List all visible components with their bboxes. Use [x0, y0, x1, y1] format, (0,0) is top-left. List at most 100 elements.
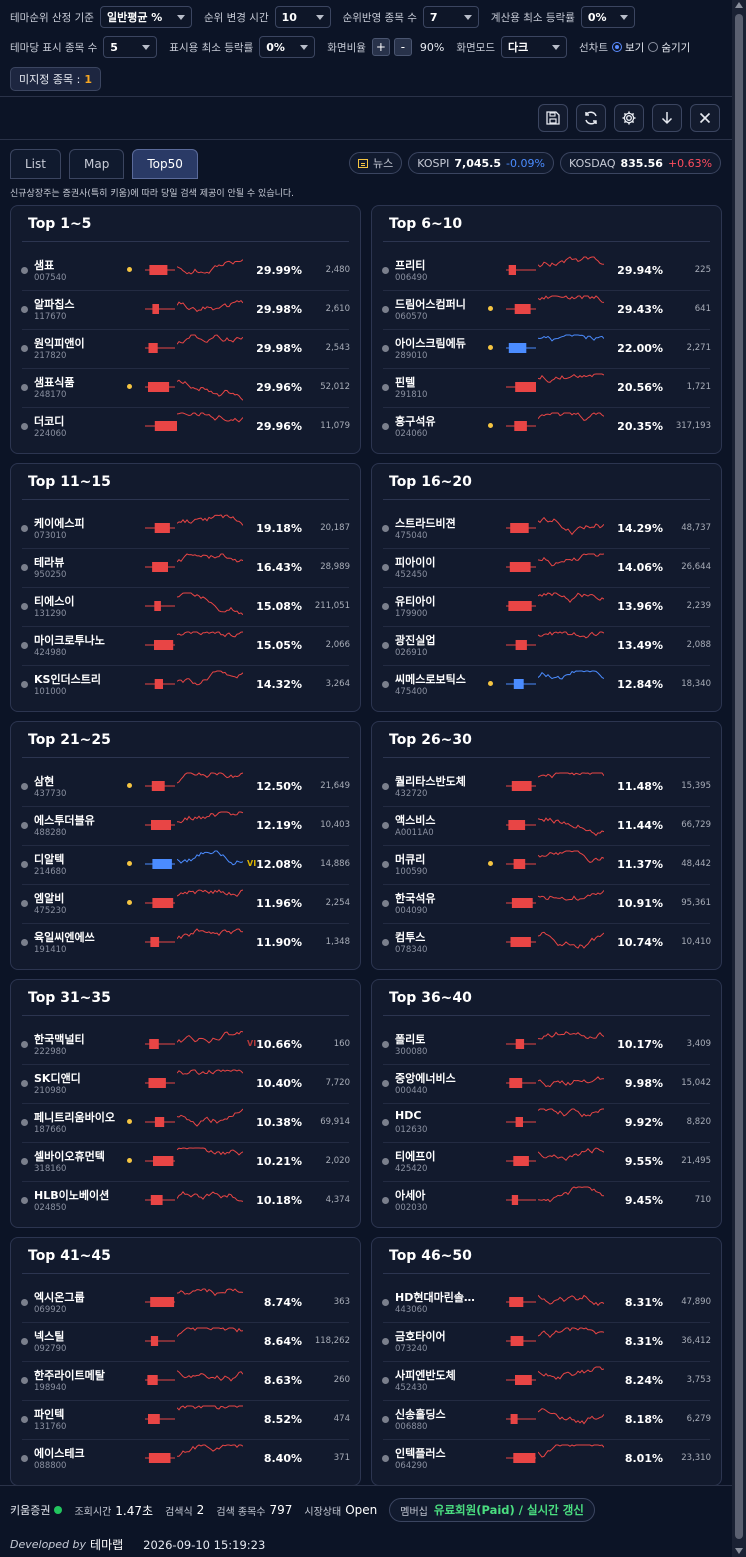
stock-row[interactable]: 중앙에너비스 000440 9.98% 15,042	[372, 1065, 721, 1104]
stock-row[interactable]: 피아이이 452450 14.06% 26,644	[372, 549, 721, 588]
settings-button[interactable]	[614, 104, 644, 132]
stock-row[interactable]: HDC 012630 9.92% 8,820	[372, 1104, 721, 1143]
stock-row[interactable]: 신송홀딩스 006880 8.18% 6,279	[372, 1401, 721, 1440]
stock-name: 한국석유	[395, 892, 436, 905]
stock-row[interactable]: 엠알비 475230 11.96% 2,254	[11, 885, 360, 924]
stock-row[interactable]: 한국석유 004090 10.91% 95,361	[372, 885, 721, 924]
rank-change-time-select[interactable]: 10	[274, 6, 331, 28]
stock-row[interactable]: 육일씨엔에쓰 191410 11.90% 1,348	[11, 924, 360, 963]
rank-stock-count-select[interactable]: 7	[422, 6, 479, 28]
stock-row[interactable]: 샘표 007540 29.99% 2,480	[11, 252, 360, 291]
stock-row[interactable]: 씨메스로보틱스 475400 12.84% 18,340	[372, 666, 721, 705]
status-dot	[382, 1377, 389, 1384]
stock-row[interactable]: 흥구석유 024060 20.35% 317,193	[372, 408, 721, 447]
stock-code: 131290	[34, 609, 67, 619]
unassigned-stocks-button[interactable]: 미지정 종목 :1	[10, 67, 101, 91]
query-time-label: 조회시간	[74, 1506, 112, 1518]
stock-row[interactable]: 폴리토 300080 10.17% 3,409	[372, 1026, 721, 1065]
stock-row[interactable]: 드림어스컴퍼니 060570 29.43% 641	[372, 291, 721, 330]
divider	[22, 407, 349, 408]
chevron-down-icon	[463, 15, 472, 20]
sparkline-chart	[177, 334, 243, 345]
stock-row[interactable]: 샘표식품 248170 29.96% 52,012	[11, 369, 360, 408]
stock-row[interactable]: 에이스테크 088800 8.40% 371	[11, 1440, 360, 1479]
theme-display-count-select[interactable]: 5	[103, 36, 158, 58]
stock-row[interactable]: 티에스이 131290 15.08% 211,051	[11, 588, 360, 627]
stock-row[interactable]: 넥스틸 092790 8.64% 118,262	[11, 1323, 360, 1362]
close-button[interactable]	[690, 104, 720, 132]
status-dot	[382, 564, 389, 571]
zoom-in-button[interactable]: +	[371, 38, 390, 56]
zoom-out-button[interactable]: -	[393, 38, 412, 56]
stock-row[interactable]: HD현대마린솔… 443060 8.31% 47,890	[372, 1284, 721, 1323]
line-chart-show-radio[interactable]	[611, 42, 622, 52]
divider	[22, 1439, 349, 1440]
stock-row[interactable]: 티에프이 425420 9.55% 21,495	[372, 1143, 721, 1182]
stock-row[interactable]: 페니트리움바이오 187660 10.38% 69,914	[11, 1104, 360, 1143]
stock-row[interactable]: 머큐리 100590 11.37% 48,442	[372, 846, 721, 885]
stock-row[interactable]: 셀바이오휴먼텍 318160 10.21% 2,020	[11, 1143, 360, 1182]
stock-row[interactable]: 마이크로투나노 424980 15.05% 2,066	[11, 627, 360, 666]
tab-map[interactable]: Map	[68, 149, 125, 179]
candle-mark	[506, 1195, 536, 1205]
change-rate: 10.40%	[256, 1077, 302, 1090]
refresh-button[interactable]	[576, 104, 606, 132]
screen-mode-select[interactable]: 다크	[501, 36, 567, 58]
trade-volume: 3,264	[325, 679, 350, 689]
stock-row[interactable]: 유티아이 179900 13.96% 2,239	[372, 588, 721, 627]
stock-row[interactable]: 디알텍 214680 VI 12.08% 14,886	[11, 846, 360, 885]
stock-row[interactable]: 삼현 437730 12.50% 21,649	[11, 768, 360, 807]
stock-row[interactable]: 알파칩스 117670 29.98% 2,610	[11, 291, 360, 330]
stock-row[interactable]: 에스투더블유 488280 12.19% 10,403	[11, 807, 360, 846]
divider	[383, 923, 710, 924]
change-rate: 12.84%	[617, 678, 663, 691]
stock-row[interactable]: 엑시온그룹 069920 8.74% 363	[11, 1284, 360, 1323]
tab-top50[interactable]: Top50	[132, 149, 198, 179]
rank-basis-select[interactable]: 일반평균 %	[99, 6, 192, 28]
divider	[22, 1064, 349, 1065]
stock-row[interactable]: 광진실업 026910 13.49% 2,088	[372, 627, 721, 666]
stock-row[interactable]: 금호타이어 073240 8.31% 36,412	[372, 1323, 721, 1362]
stock-code: 289010	[395, 351, 428, 361]
scroll-up-arrow-icon[interactable]	[735, 2, 743, 8]
stock-row[interactable]: 사피엔반도체 452430 8.24% 3,753	[372, 1362, 721, 1401]
stock-row[interactable]: 한주라이트메탈 198940 8.63% 260	[11, 1362, 360, 1401]
stock-row[interactable]: 아이스크림에듀 289010 22.00% 2,271	[372, 330, 721, 369]
news-button[interactable]: 뉴스	[349, 152, 403, 174]
stock-row[interactable]: 액스비스 A0011A0 11.44% 66,729	[372, 807, 721, 846]
stock-row[interactable]: 파인텍 131760 8.52% 474	[11, 1401, 360, 1440]
trade-volume: 48,737	[681, 523, 711, 533]
stock-row[interactable]: 아세아 002030 9.45% 710	[372, 1182, 721, 1221]
trade-volume: 317,193	[675, 421, 711, 431]
calc-min-rise-select[interactable]: 0%	[580, 6, 635, 28]
scrollbar-thumb[interactable]	[735, 14, 743, 1539]
display-min-rise-select[interactable]: 0%	[259, 36, 316, 58]
stock-row[interactable]: 핀텔 291810 20.56% 1,721	[372, 369, 721, 408]
sparkline-chart	[177, 514, 243, 526]
stock-row[interactable]: 프리티 006490 29.94% 225	[372, 252, 721, 291]
vertical-scrollbar[interactable]	[732, 0, 746, 1557]
divider	[383, 884, 710, 885]
stock-row[interactable]: 케이에스피 073010 19.18% 20,187	[11, 510, 360, 549]
stock-row[interactable]: KS인더스트리 101000 14.32% 3,264	[11, 666, 360, 705]
trade-volume: 14,886	[320, 859, 350, 869]
scroll-down-arrow-icon[interactable]	[735, 1548, 743, 1554]
status-dot	[382, 822, 389, 829]
stock-row[interactable]: HLB이노베이션 024850 10.18% 4,374	[11, 1182, 360, 1221]
candle-mark	[145, 1039, 175, 1049]
stock-row[interactable]: SK디앤디 210980 10.40% 7,720	[11, 1065, 360, 1104]
stock-row[interactable]: 컴투스 078340 10.74% 10,410	[372, 924, 721, 963]
sparkline-chart	[538, 1408, 604, 1425]
line-chart-hide-radio[interactable]	[648, 42, 659, 52]
stock-row[interactable]: 한국맥널티 222980 VI 10.66% 160	[11, 1026, 360, 1065]
tab-list[interactable]: List	[10, 149, 61, 179]
download-button[interactable]	[652, 104, 682, 132]
stock-row[interactable]: 인텍플러스 064290 8.01% 23,310	[372, 1440, 721, 1479]
stock-row[interactable]: 테라뷰 950250 16.43% 28,989	[11, 549, 360, 588]
divider	[383, 1103, 710, 1104]
save-button[interactable]	[538, 104, 568, 132]
stock-row[interactable]: 퀄리타스반도체 432720 11.48% 15,395	[372, 768, 721, 807]
stock-row[interactable]: 스트라드비젼 475040 14.29% 48,737	[372, 510, 721, 549]
stock-row[interactable]: 더코디 224060 29.96% 11,079	[11, 408, 360, 447]
stock-row[interactable]: 원익피앤이 217820 29.98% 2,543	[11, 330, 360, 369]
